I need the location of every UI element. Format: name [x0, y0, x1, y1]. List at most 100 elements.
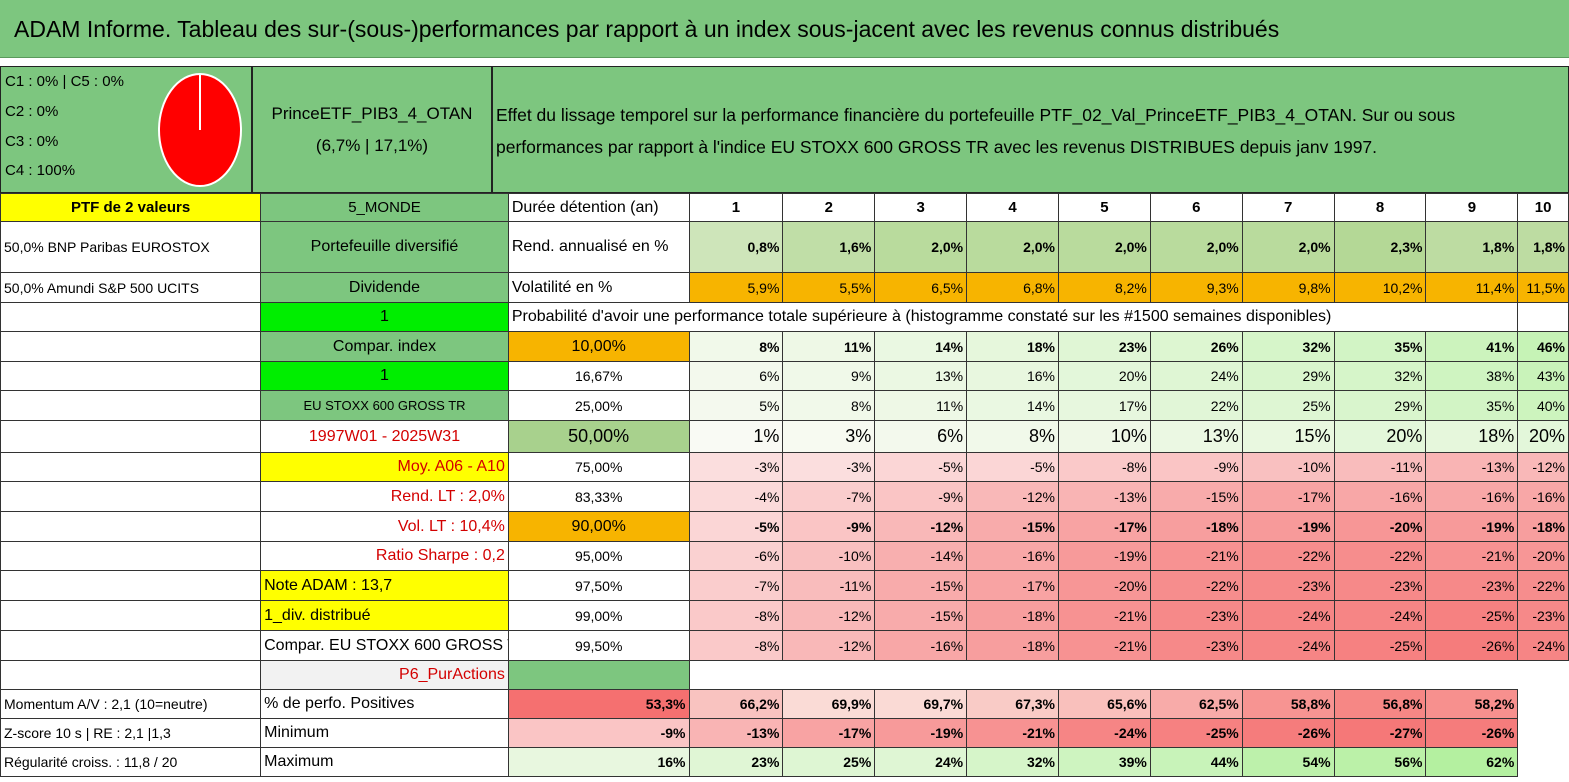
empty-cell [0, 452, 262, 482]
pos-cell: 66,2% [688, 689, 784, 719]
vol-cell: 6,5% [874, 272, 968, 303]
prob-cell: 18% [1425, 420, 1519, 453]
rend-label: Rend. annualisé en % [507, 221, 690, 273]
prob-cell: 8% [966, 420, 1059, 453]
vol-cell: 9,3% [1149, 272, 1243, 303]
threshold-cell: 99,00% [507, 600, 690, 631]
prob-cell: 29% [1241, 361, 1335, 391]
threshold-cell: 90,00% [507, 511, 690, 542]
prob-cell: -24% [1241, 600, 1335, 631]
pos-label: % de perfo. Positives [260, 689, 509, 719]
p6-label: P6_PurActions [260, 660, 509, 690]
prob-cell: -18% [966, 630, 1059, 661]
prob-cell: -19% [1058, 541, 1151, 571]
empty-cell [0, 570, 262, 601]
prob-cell: -15% [874, 570, 968, 601]
vol-cell: 8,2% [1058, 272, 1151, 303]
vol-cell: 11,4% [1425, 272, 1519, 303]
prob-cell: -15% [874, 600, 968, 631]
performance-table: PTF de 2 valeurs 5_MONDE Durée détention… [0, 193, 1569, 777]
year-header: 10 [1517, 193, 1569, 222]
legend-line: C1 : 0% | C5 : 0% [5, 73, 124, 90]
min-cell: -19% [874, 718, 968, 748]
prob-cell: -5% [688, 511, 784, 542]
prob-cell: 41% [1425, 331, 1519, 362]
prob-cell: -15% [1149, 481, 1243, 512]
prob-cell: 6% [688, 361, 784, 391]
prob-cell: -23% [1241, 570, 1335, 601]
rend-cell: 2,0% [874, 221, 968, 273]
prob-cell: -22% [1333, 541, 1427, 571]
prob-cell: 17% [1058, 390, 1151, 421]
empty-cell [0, 390, 262, 421]
prob-cell: 26% [1149, 331, 1243, 362]
min-cell: -26% [1425, 718, 1519, 748]
portfolio-type: Portefeuille diversifié [260, 221, 509, 273]
compar-index-label: Compar. index [260, 331, 509, 362]
prob-cell: -12% [782, 630, 876, 661]
sharpe-label: Ratio Sharpe : 0,2 [260, 541, 509, 571]
portfolio-name: PrinceETF_PIB3_4_OTAN [271, 103, 473, 123]
pos-cell: 69,9% [782, 689, 876, 719]
prob-cell: -4% [688, 481, 784, 512]
rend-cell: 1,8% [1425, 221, 1519, 273]
description-line-2: performances par rapport à l'indice EU S… [496, 137, 1378, 157]
dividend-label: Dividende [260, 272, 509, 303]
page-title: ADAM Informe. Tableau des sur-(sous-)per… [0, 0, 1569, 58]
prob-cell: -10% [782, 541, 876, 571]
prob-cell: 22% [1149, 390, 1243, 421]
momentum-label: Momentum A/V : 2,1 (10=neutre) [0, 689, 262, 719]
prob-cell: 14% [874, 331, 968, 362]
empty-cell [0, 541, 262, 571]
min-cell: -27% [1333, 718, 1427, 748]
prob-cell: -21% [1149, 541, 1243, 571]
prob-cell: 40% [1517, 390, 1569, 421]
regul-label: Régularité croiss. : 11,8 / 20 [0, 747, 262, 777]
prob-cell: 20% [1517, 420, 1569, 453]
prob-cell: -18% [1517, 511, 1569, 542]
empty-cell [0, 511, 262, 542]
prob-cell: -10% [1241, 452, 1335, 482]
prob-cell: -16% [966, 541, 1059, 571]
prob-cell: -21% [1058, 630, 1151, 661]
empty-cell [0, 481, 262, 512]
threshold-cell: 50,00% [507, 420, 690, 453]
empty-cell [1517, 302, 1569, 332]
vol-cell: 5,9% [688, 272, 784, 303]
vol-cell: 9,8% [1241, 272, 1335, 303]
prob-cell: -17% [1241, 481, 1335, 512]
prob-cell: -22% [1149, 570, 1243, 601]
prob-cell: -24% [1333, 600, 1427, 631]
year-header: 5 [1058, 193, 1151, 222]
prob-cell: 20% [1333, 420, 1427, 453]
empty-cell [0, 600, 262, 631]
prob-cell: 13% [874, 361, 968, 391]
prob-cell: -16% [1333, 481, 1427, 512]
moy-label: Moy. A06 - A10 [260, 452, 509, 482]
index-name: EU STOXX 600 GROSS TR [260, 390, 509, 421]
prob-cell: -17% [1058, 511, 1151, 542]
prob-cell: 25% [1241, 390, 1335, 421]
min-cell: -17% [782, 718, 876, 748]
empty-cell [0, 420, 262, 453]
prob-cell: -5% [966, 452, 1059, 482]
pos-cell: 62,5% [1149, 689, 1243, 719]
prob-cell: -12% [1517, 452, 1569, 482]
year-header: 3 [874, 193, 968, 222]
prob-cell: -8% [688, 600, 784, 631]
prob-cell: -9% [782, 511, 876, 542]
prob-cell: -13% [1058, 481, 1151, 512]
legend-line: C2 : 0% [5, 103, 59, 120]
period-label: 1997W01 - 2025W31 [260, 420, 509, 453]
flag-one: 1 [260, 302, 509, 332]
vol-cell: 10,2% [1333, 272, 1427, 303]
prob-cell: -3% [782, 452, 876, 482]
prob-cell: 5% [688, 390, 784, 421]
max-cell: 62% [1425, 747, 1519, 777]
portfolio-name-box: PrinceETF_PIB3_4_OTAN (6,7% | 17,1%) [252, 66, 492, 193]
prob-cell: -11% [1333, 452, 1427, 482]
empty-green-cell [507, 660, 690, 690]
prob-cell: -16% [1517, 481, 1569, 512]
prob-cell: -12% [782, 600, 876, 631]
max-cell: 25% [782, 747, 876, 777]
